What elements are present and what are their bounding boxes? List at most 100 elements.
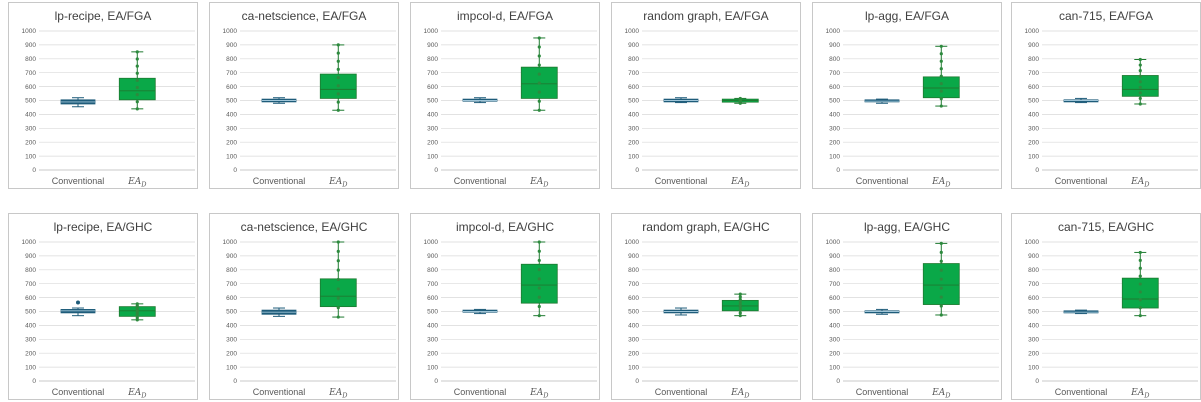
x-category-label: Conventional <box>856 387 909 397</box>
y-tick-label: 800 <box>829 267 840 274</box>
box-plot: random graph, EA/GHC 0 100 200 300 400 500 600 7… <box>625 220 798 399</box>
data-point <box>939 286 943 290</box>
data-point <box>135 64 139 68</box>
data-point <box>738 314 742 318</box>
data-point <box>1138 266 1142 270</box>
y-tick-label: 400 <box>628 323 639 330</box>
data-point <box>738 292 742 296</box>
data-point <box>135 71 139 75</box>
y-tick-label: 700 <box>25 281 36 288</box>
chart-title: lp-agg, EA/GHC <box>864 220 950 234</box>
data-point <box>537 249 541 253</box>
box-plot: lp-agg, EA/FGA 0 100 200 300 400 500 600 700 800 9… <box>826 9 999 188</box>
data-point <box>939 67 943 71</box>
chart-title: random graph, EA/GHC <box>642 220 770 234</box>
y-tick-label: 0 <box>635 167 639 174</box>
data-point <box>336 100 340 104</box>
data-point <box>537 90 541 94</box>
ead-box <box>1121 57 1159 106</box>
y-tick-label: 800 <box>628 267 639 274</box>
y-tick-label: 500 <box>427 98 438 105</box>
chart-panel: lp-recipe, EA/FGA 0 100 200 300 400 500 600 700 8… <box>8 2 198 189</box>
conventional-box <box>462 97 498 104</box>
box-plot: lp-recipe, EA/GHC 0 100 200 300 400 500 600 700 8… <box>22 220 195 399</box>
data-point <box>135 100 139 104</box>
y-tick-label: 1000 <box>1025 239 1040 246</box>
y-tick-label: 900 <box>226 253 237 260</box>
chart-title: can-715, EA/GHC <box>1058 220 1154 234</box>
data-point <box>537 36 541 40</box>
x-category-label: Conventional <box>253 387 306 397</box>
data-point <box>336 306 340 310</box>
y-tick-label: 200 <box>427 139 438 146</box>
data-point <box>537 304 541 309</box>
y-tick-label: 0 <box>434 167 438 174</box>
y-tick-label: 800 <box>226 267 237 274</box>
box-plot: impcol-d, EA/FGA 0 100 200 300 400 500 600 700 80… <box>424 9 597 188</box>
data-point <box>537 314 541 318</box>
data-point <box>1138 314 1142 318</box>
y-tick-label: 100 <box>1028 364 1039 371</box>
y-tick-label: 900 <box>829 253 840 260</box>
data-point <box>135 107 139 111</box>
box-plot: ca-netscience, EA/GHC 0 100 200 300 400 500 600… <box>223 220 396 399</box>
data-point <box>939 52 943 56</box>
y-tick-label: 300 <box>1028 126 1039 133</box>
y-tick-label: 200 <box>829 139 840 146</box>
y-tick-label: 800 <box>829 56 840 63</box>
x-category-label: EAD <box>1130 177 1150 188</box>
y-tick-label: 700 <box>628 281 639 288</box>
data-point <box>1138 282 1142 286</box>
y-tick-label: 0 <box>1035 167 1039 174</box>
data-point <box>939 74 943 78</box>
box-iqr <box>922 76 960 99</box>
conventional-box <box>864 98 900 104</box>
data-point <box>135 57 139 61</box>
data-point <box>738 311 742 315</box>
y-tick-label: 700 <box>427 70 438 77</box>
y-tick-label: 200 <box>1028 350 1039 357</box>
data-point <box>738 300 742 304</box>
y-tick-label: 0 <box>32 167 36 174</box>
x-category-label: EAD <box>328 388 348 399</box>
y-tick-label: 200 <box>628 350 639 357</box>
y-tick-label: 100 <box>25 153 36 160</box>
y-tick-label: 600 <box>628 84 639 91</box>
x-category-label: EAD <box>328 177 348 188</box>
box-iqr <box>319 278 357 308</box>
x-category-label: EAD <box>529 177 549 188</box>
y-tick-label: 300 <box>427 337 438 344</box>
x-category-label: Conventional <box>454 387 507 397</box>
ead-box <box>1121 250 1159 318</box>
y-tick-label: 400 <box>829 323 840 330</box>
y-tick-label: 800 <box>628 56 639 63</box>
conventional-box <box>1063 309 1099 315</box>
y-tick-label: 500 <box>829 309 840 316</box>
y-tick-label: 1000 <box>625 28 640 35</box>
y-tick-label: 100 <box>829 153 840 160</box>
box-plot: ca-netscience, EA/FGA 0 100 200 300 400 500 600… <box>223 9 396 188</box>
y-tick-label: 1000 <box>22 239 37 246</box>
box-plot: lp-agg, EA/GHC 0 100 200 300 400 500 600 700 800 9… <box>826 220 999 399</box>
x-category-label: EAD <box>931 388 951 399</box>
y-tick-label: 1000 <box>826 239 841 246</box>
y-tick-label: 0 <box>233 167 237 174</box>
y-tick-label: 500 <box>628 98 639 105</box>
y-tick-label: 700 <box>829 281 840 288</box>
y-tick-label: 300 <box>226 337 237 344</box>
ead-box <box>319 43 357 112</box>
y-tick-label: 500 <box>226 309 237 316</box>
data-point <box>738 303 742 307</box>
y-tick-label: 600 <box>1028 84 1039 91</box>
data-point <box>135 92 139 97</box>
chart-panel: lp-agg, EA/GHC 0 100 200 300 400 500 600 700 800 9… <box>812 213 1002 400</box>
data-point <box>537 81 541 85</box>
y-tick-label: 500 <box>226 98 237 105</box>
data-point <box>939 277 943 281</box>
y-tick-label: 1000 <box>625 239 640 246</box>
y-tick-label: 400 <box>427 323 438 330</box>
data-point <box>537 63 541 67</box>
data-point <box>336 296 340 300</box>
data-point <box>1138 69 1142 73</box>
y-tick-label: 600 <box>226 295 237 302</box>
